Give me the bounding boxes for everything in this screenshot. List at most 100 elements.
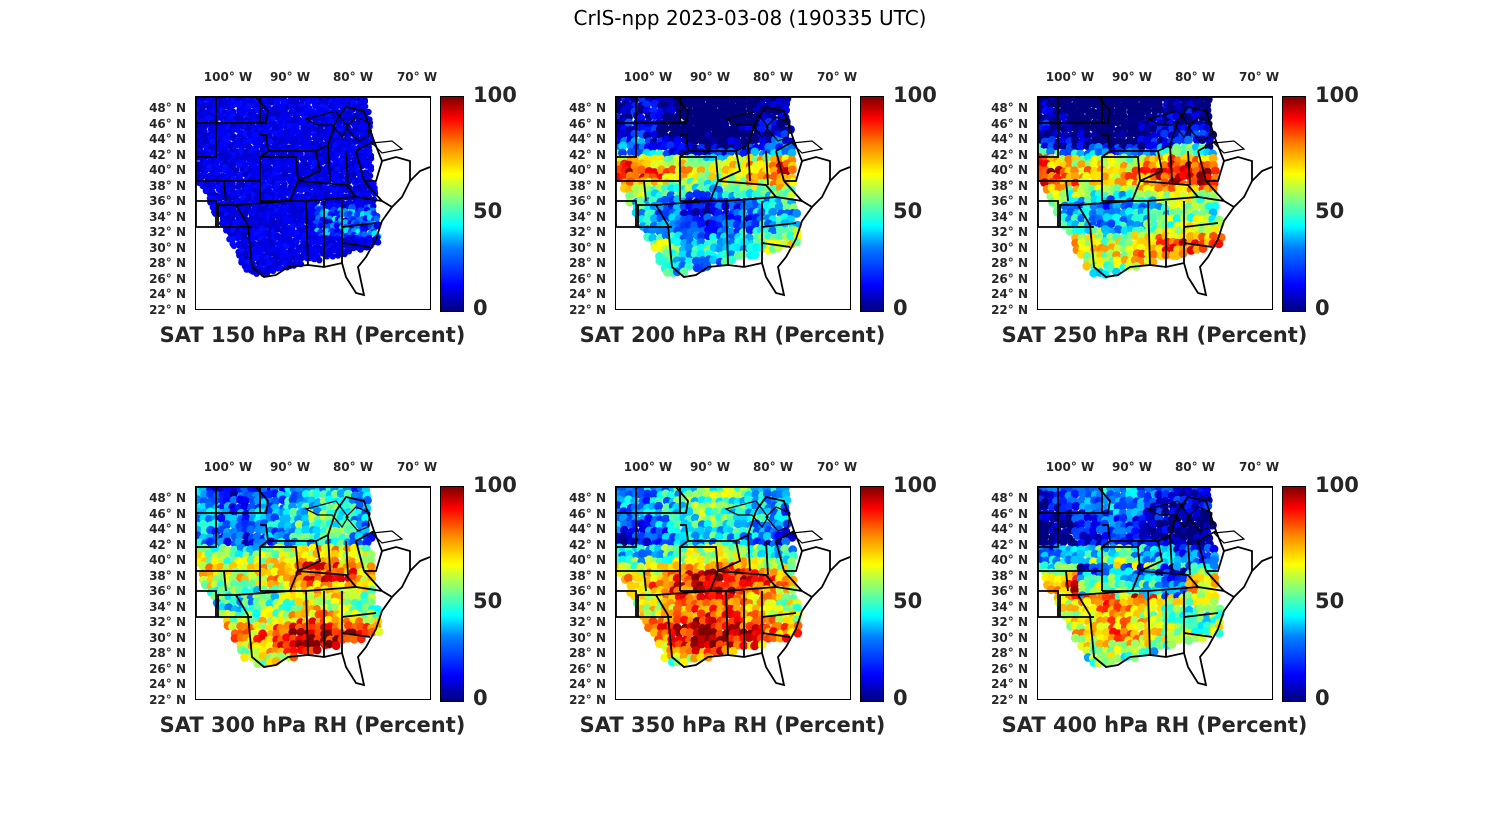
great-lakes-outline: [1146, 110, 1246, 154]
rh-data-point: [324, 639, 334, 649]
rh-data-point: [781, 99, 791, 109]
colorbar: [440, 96, 464, 312]
rh-data-point: [744, 633, 754, 643]
rh-data-point: [1184, 147, 1194, 156]
rh-data-point: [1130, 231, 1140, 241]
chart-panel-300hpa: 100° W 90° W 80° W 70° W 22° N 24° N 26° N 28° …: [140, 443, 560, 743]
state-boundary: [1169, 144, 1207, 186]
rh-data-point: [1089, 159, 1099, 168]
rh-data-point: [1190, 177, 1200, 187]
state-boundary: [381, 546, 411, 571]
rh-data-point: [1179, 117, 1188, 127]
rh-data-point: [756, 160, 766, 169]
lat-tick-label: 46° N: [569, 116, 606, 131]
rh-data-point: [721, 190, 731, 200]
lat-tick-label: 42° N: [569, 537, 606, 552]
lon-tick-label: 90° W: [1111, 70, 1153, 84]
rh-data-point: [266, 138, 273, 145]
rh-data-point: [1125, 129, 1135, 139]
rh-data-point: [751, 219, 760, 229]
state-boundary: [688, 150, 742, 182]
rh-data-point: [1112, 213, 1121, 223]
rh-data-point: [678, 189, 688, 199]
rh-data-point: [218, 603, 227, 612]
rh-data-point: [246, 562, 256, 572]
lat-tick-label: 24° N: [569, 677, 606, 692]
lat-tick-label: 46° N: [149, 506, 186, 521]
rh-data-point: [1173, 165, 1182, 175]
rh-data-point: [1191, 112, 1200, 121]
state-boundary: [327, 534, 365, 576]
rh-data-point: [691, 135, 701, 145]
figure-title: CrIS-npp 2023-03-08 (190335 UTC): [573, 6, 927, 30]
rh-data-point: [642, 537, 652, 547]
rh-data-point: [338, 174, 345, 181]
great-lakes-outline: [724, 110, 824, 154]
rh-data-point: [366, 147, 373, 154]
rh-data-point: [708, 591, 717, 600]
rh-data-point: [1119, 129, 1128, 139]
rh-data-point: [209, 139, 217, 146]
rh-data-point: [672, 615, 682, 625]
lat-tick-label: 24° N: [149, 677, 186, 692]
lon-tick-label: 90° W: [269, 70, 311, 84]
rh-data-point: [636, 123, 646, 133]
state-boundary: [1110, 150, 1164, 182]
rh-data-point: [698, 616, 708, 625]
rh-data-point: [1046, 147, 1055, 157]
rh-data-point: [294, 520, 304, 529]
rh-data-point: [1186, 232, 1195, 241]
rh-data-point: [1160, 161, 1169, 170]
rh-data-point: [1082, 261, 1092, 271]
rh-data-point: [300, 580, 309, 590]
rh-data-point: [234, 550, 244, 560]
lat-tick-label: 32° N: [149, 225, 186, 240]
rh-map-svg: [196, 487, 430, 687]
rh-data-point: [288, 627, 298, 637]
rh-data-point: [710, 136, 719, 146]
rh-data-point: [618, 555, 628, 565]
state-boundary: [1060, 200, 1133, 228]
rh-data-point: [1064, 106, 1074, 116]
rh-data-point: [229, 163, 236, 170]
rh-data-point: [648, 617, 658, 626]
rh-data-point: [788, 165, 797, 174]
lat-tick-label: 28° N: [149, 256, 186, 271]
lat-tick-label: 38° N: [149, 178, 186, 193]
lon-tick-label: 70° W: [396, 70, 438, 84]
lat-tick-label: 48° N: [569, 101, 606, 115]
rh-data-point: [660, 195, 670, 205]
rh-data-point: [216, 513, 226, 523]
rh-data-point: [210, 519, 220, 529]
state-boundary: [784, 140, 803, 182]
rh-data-point: [350, 204, 357, 211]
map-plot-area: [195, 96, 431, 310]
rh-data-point: [655, 520, 664, 530]
state-boundary: [1038, 200, 1059, 227]
rh-data-point: [300, 609, 310, 619]
rh-data-point: [696, 243, 706, 253]
rh-data-point: [1113, 225, 1123, 234]
rh-data-point: [1083, 123, 1092, 133]
rh-data-point: [373, 605, 382, 614]
rh-data-point: [763, 545, 772, 554]
rh-data-point: [672, 519, 682, 529]
rh-data-point: [768, 207, 778, 217]
rh-data-point: [305, 98, 312, 105]
lat-tick-label: 26° N: [569, 661, 606, 676]
lat-tick-label: 48° N: [569, 491, 606, 505]
rh-data-point: [673, 237, 682, 247]
rh-data-point: [271, 550, 281, 560]
rh-data-point: [1070, 171, 1080, 181]
state-boundary: [196, 200, 217, 227]
rh-data-point: [229, 126, 236, 134]
rh-map-svg: [1038, 97, 1272, 297]
lat-tick-label: 28° N: [569, 256, 606, 271]
rh-data-point: [661, 562, 670, 572]
rh-data-point: [1184, 135, 1193, 145]
lat-tick-label: 28° N: [149, 646, 186, 661]
rh-data-point: [619, 537, 629, 547]
rh-data-point: [709, 255, 718, 265]
lat-tick-label: 42° N: [149, 147, 186, 162]
rh-data-point: [254, 254, 261, 261]
